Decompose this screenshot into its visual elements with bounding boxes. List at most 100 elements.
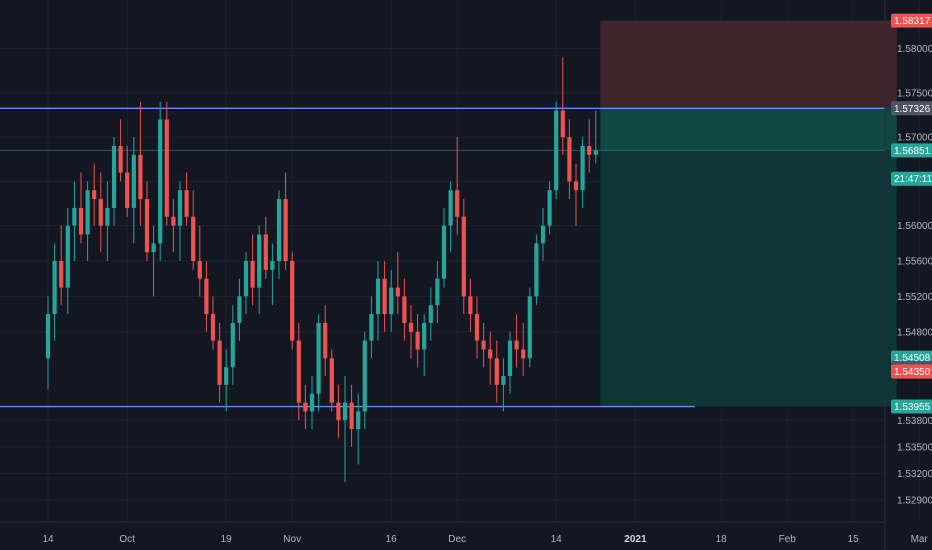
x-tick-label: 14 [42, 534, 54, 545]
price-badge-label: 1.56851 [894, 146, 931, 157]
candle-body [494, 358, 499, 385]
position-zones [0, 20, 897, 407]
candle [210, 296, 216, 350]
candle [422, 314, 427, 377]
candle-body [144, 199, 150, 253]
candle [593, 110, 598, 164]
candle-body [59, 261, 64, 288]
candle [573, 163, 579, 226]
candle-body [125, 172, 130, 208]
candle [494, 340, 499, 403]
candle-body [138, 154, 143, 200]
price-badge-label: 1.54508 [894, 353, 931, 364]
candle-body [85, 190, 90, 235]
y-tick-label: 1.55600 [897, 257, 932, 268]
price-badge: 1.56851 [891, 143, 932, 158]
candle-body [65, 225, 70, 288]
candle-body [389, 287, 394, 315]
candle-body [184, 190, 189, 217]
candle [276, 190, 282, 279]
candle-body [593, 150, 598, 155]
candle [369, 296, 374, 359]
candle-body [303, 402, 308, 412]
candle-body [461, 216, 466, 297]
candle-body [270, 261, 275, 270]
candle [395, 252, 400, 315]
candle-body [488, 349, 493, 359]
candle [362, 331, 367, 430]
candle-body [224, 367, 229, 385]
candle [52, 243, 57, 341]
candle-body [230, 322, 235, 368]
candle-body [395, 287, 400, 297]
candle-body [356, 411, 361, 430]
candle [402, 278, 407, 341]
candle [560, 57, 565, 155]
candle [78, 172, 84, 244]
candle [92, 163, 97, 226]
price-badge: 1.54350 [891, 364, 932, 379]
candle [448, 181, 453, 253]
candle-body [210, 314, 216, 341]
price-badges: 1.58317 1.57326 1.56851 21:47:11 1.54508 1.54… [891, 13, 932, 414]
candle-body [408, 322, 414, 332]
candle [85, 181, 90, 261]
candle-body [560, 110, 565, 138]
candle [375, 261, 381, 341]
candle [316, 314, 321, 412]
candles [45, 57, 598, 483]
y-tick-label: 1.52900 [897, 495, 932, 506]
x-tick-label: 15 [848, 534, 860, 545]
price-badge: 1.58317 [891, 13, 932, 28]
candle [547, 181, 552, 235]
x-tick-label: Oct [119, 534, 135, 545]
candle-body [45, 314, 51, 359]
candle-body [534, 243, 539, 297]
candle [138, 101, 143, 226]
candle-body [111, 145, 117, 208]
candle [567, 119, 572, 200]
stop-loss-zone [600, 20, 897, 109]
candle-body [507, 340, 513, 377]
candle-body [547, 190, 552, 226]
candle-body [323, 322, 328, 359]
candle-body [151, 243, 156, 253]
candle-body [191, 216, 196, 261]
candle [455, 137, 460, 235]
candle-body [237, 296, 242, 323]
candle-body [283, 199, 288, 261]
candle-body [369, 314, 374, 341]
candle-body [441, 225, 447, 279]
candle [309, 376, 315, 430]
candle-body [349, 402, 354, 430]
candle-body [382, 278, 387, 315]
candle [415, 314, 420, 368]
candle [323, 305, 328, 377]
candle [171, 199, 176, 253]
candle [164, 101, 169, 226]
candle-body [276, 199, 282, 261]
candle [230, 305, 235, 385]
candle-body [118, 145, 123, 173]
price-badge-label: 21:47:11 [894, 174, 932, 185]
candle [468, 278, 473, 332]
y-tick-label: 1.53200 [897, 469, 932, 480]
candle [382, 261, 387, 332]
candle-body [540, 225, 546, 244]
candle [303, 384, 308, 430]
x-tick-label: Nov [283, 534, 301, 545]
x-tick-label: 14 [551, 534, 563, 545]
price-badge-label: 1.58317 [894, 16, 931, 27]
candle-body [164, 119, 169, 217]
x-tick-label: 18 [716, 534, 728, 545]
candle-body [455, 190, 460, 217]
candle-body [158, 119, 163, 244]
candle [118, 119, 123, 182]
candle [342, 376, 348, 483]
candle [514, 314, 519, 368]
candle-body [72, 207, 77, 226]
price-badge-bg [891, 399, 932, 414]
candle [428, 287, 433, 341]
